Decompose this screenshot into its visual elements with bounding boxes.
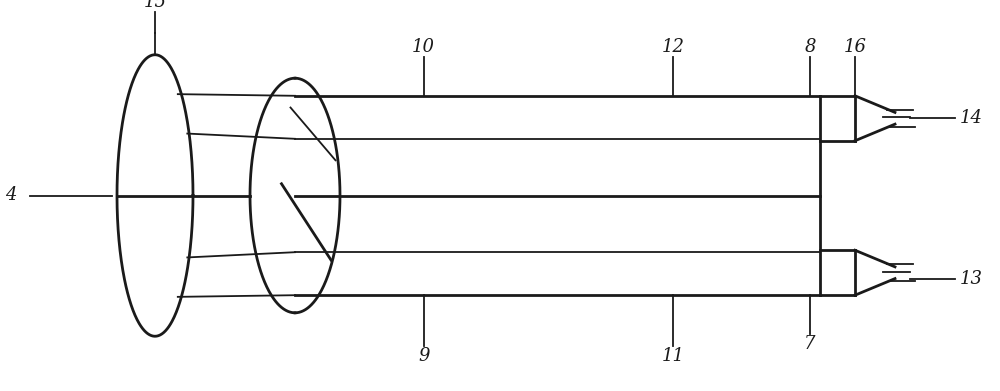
Text: 15: 15 [144, 0, 166, 11]
Text: 14: 14 [960, 109, 983, 127]
Text: 7: 7 [804, 335, 816, 353]
Text: 8: 8 [804, 38, 816, 56]
Text: 13: 13 [960, 269, 983, 288]
Text: 9: 9 [418, 347, 429, 365]
Text: 16: 16 [844, 38, 866, 56]
Text: 10: 10 [412, 38, 435, 56]
Text: 11: 11 [661, 347, 684, 365]
Text: 4: 4 [5, 187, 16, 204]
Text: 12: 12 [661, 38, 684, 56]
